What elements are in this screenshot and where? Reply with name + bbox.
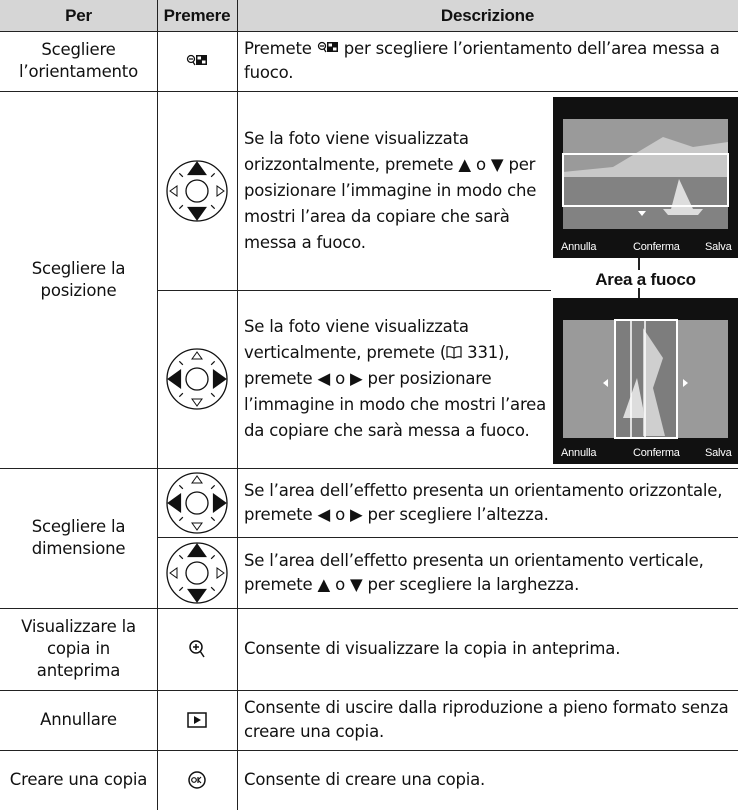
screen-label: Salva (705, 447, 733, 459)
text: 331 (467, 343, 499, 362)
description: Consente di visualizzare la copia in ant… (244, 639, 621, 658)
book-icon (446, 346, 462, 359)
multi-selector-icon (166, 471, 228, 534)
screen-label: Salva (705, 241, 733, 253)
key (157, 608, 237, 690)
description: Se la foto viene visualizzata orizzontal… (244, 128, 537, 252)
action: Annullare (40, 710, 117, 729)
play-icon (187, 712, 207, 728)
rule (0, 91, 738, 92)
key (157, 468, 237, 537)
screen-label: Annulla (561, 447, 597, 459)
rule (157, 537, 738, 538)
action: Scegliere la posizione (31, 258, 126, 300)
rule (0, 468, 738, 469)
action: Visualizzare la copia in anteprima (21, 617, 136, 680)
text: Se la foto viene visualizzata verticalme… (244, 317, 469, 362)
description: Se l’area dell’effetto presenta un orien… (244, 480, 723, 524)
header-bg (0, 0, 738, 31)
action: Scegliere l’orientamento (19, 40, 138, 81)
screen-label: Annulla (561, 241, 597, 253)
image-caption: Area a fuoco (595, 270, 696, 289)
key (157, 91, 237, 290)
header-cell: Per (65, 5, 92, 25)
multi-selector-icon (166, 348, 228, 410)
multi-selector-icon (166, 541, 228, 604)
rule (0, 690, 738, 691)
rule (638, 258, 640, 270)
rule (0, 750, 738, 751)
rule (0, 608, 738, 609)
screen-label: Conferma (633, 447, 681, 459)
thumb-icon (186, 54, 207, 66)
rule (638, 288, 640, 298)
thumb-icon (317, 41, 338, 53)
header-cell: Descrizione (440, 5, 535, 25)
ok-icon (188, 771, 206, 789)
description: Consente di uscire dalla riproduzione a … (244, 698, 729, 741)
multi-selector-icon (166, 159, 228, 222)
camera-screen: Annulla Conferma Salva (553, 97, 738, 258)
rule (237, 0, 238, 810)
rule (0, 31, 738, 32)
key (157, 31, 237, 91)
rule (157, 0, 158, 810)
description: Se la foto viene visualizzata verticalme… (237, 290, 553, 468)
rule (157, 290, 551, 291)
screen-label: Conferma (633, 241, 681, 253)
camera-screen: Annulla Conferma Salva (553, 298, 738, 464)
description: Premete per scegliere l’orientamento del… (237, 31, 738, 91)
action: Scegliere la dimensione (31, 517, 126, 558)
key (157, 750, 237, 810)
text: ), premete ◀ o ▶ per posizionare l’immag… (244, 343, 547, 440)
action: Creare una copia (9, 770, 148, 789)
key (157, 290, 237, 468)
text: Premete (244, 39, 312, 58)
description: Se l’area dell’effetto presenta un orien… (244, 550, 704, 594)
zoom-icon (189, 640, 205, 658)
description: Consente di creare una copia. (244, 770, 486, 789)
key (157, 690, 237, 750)
text: per scegliere l’orientamento dell’area m… (244, 39, 720, 82)
header-cell: Premere (163, 5, 231, 25)
key (157, 537, 237, 608)
